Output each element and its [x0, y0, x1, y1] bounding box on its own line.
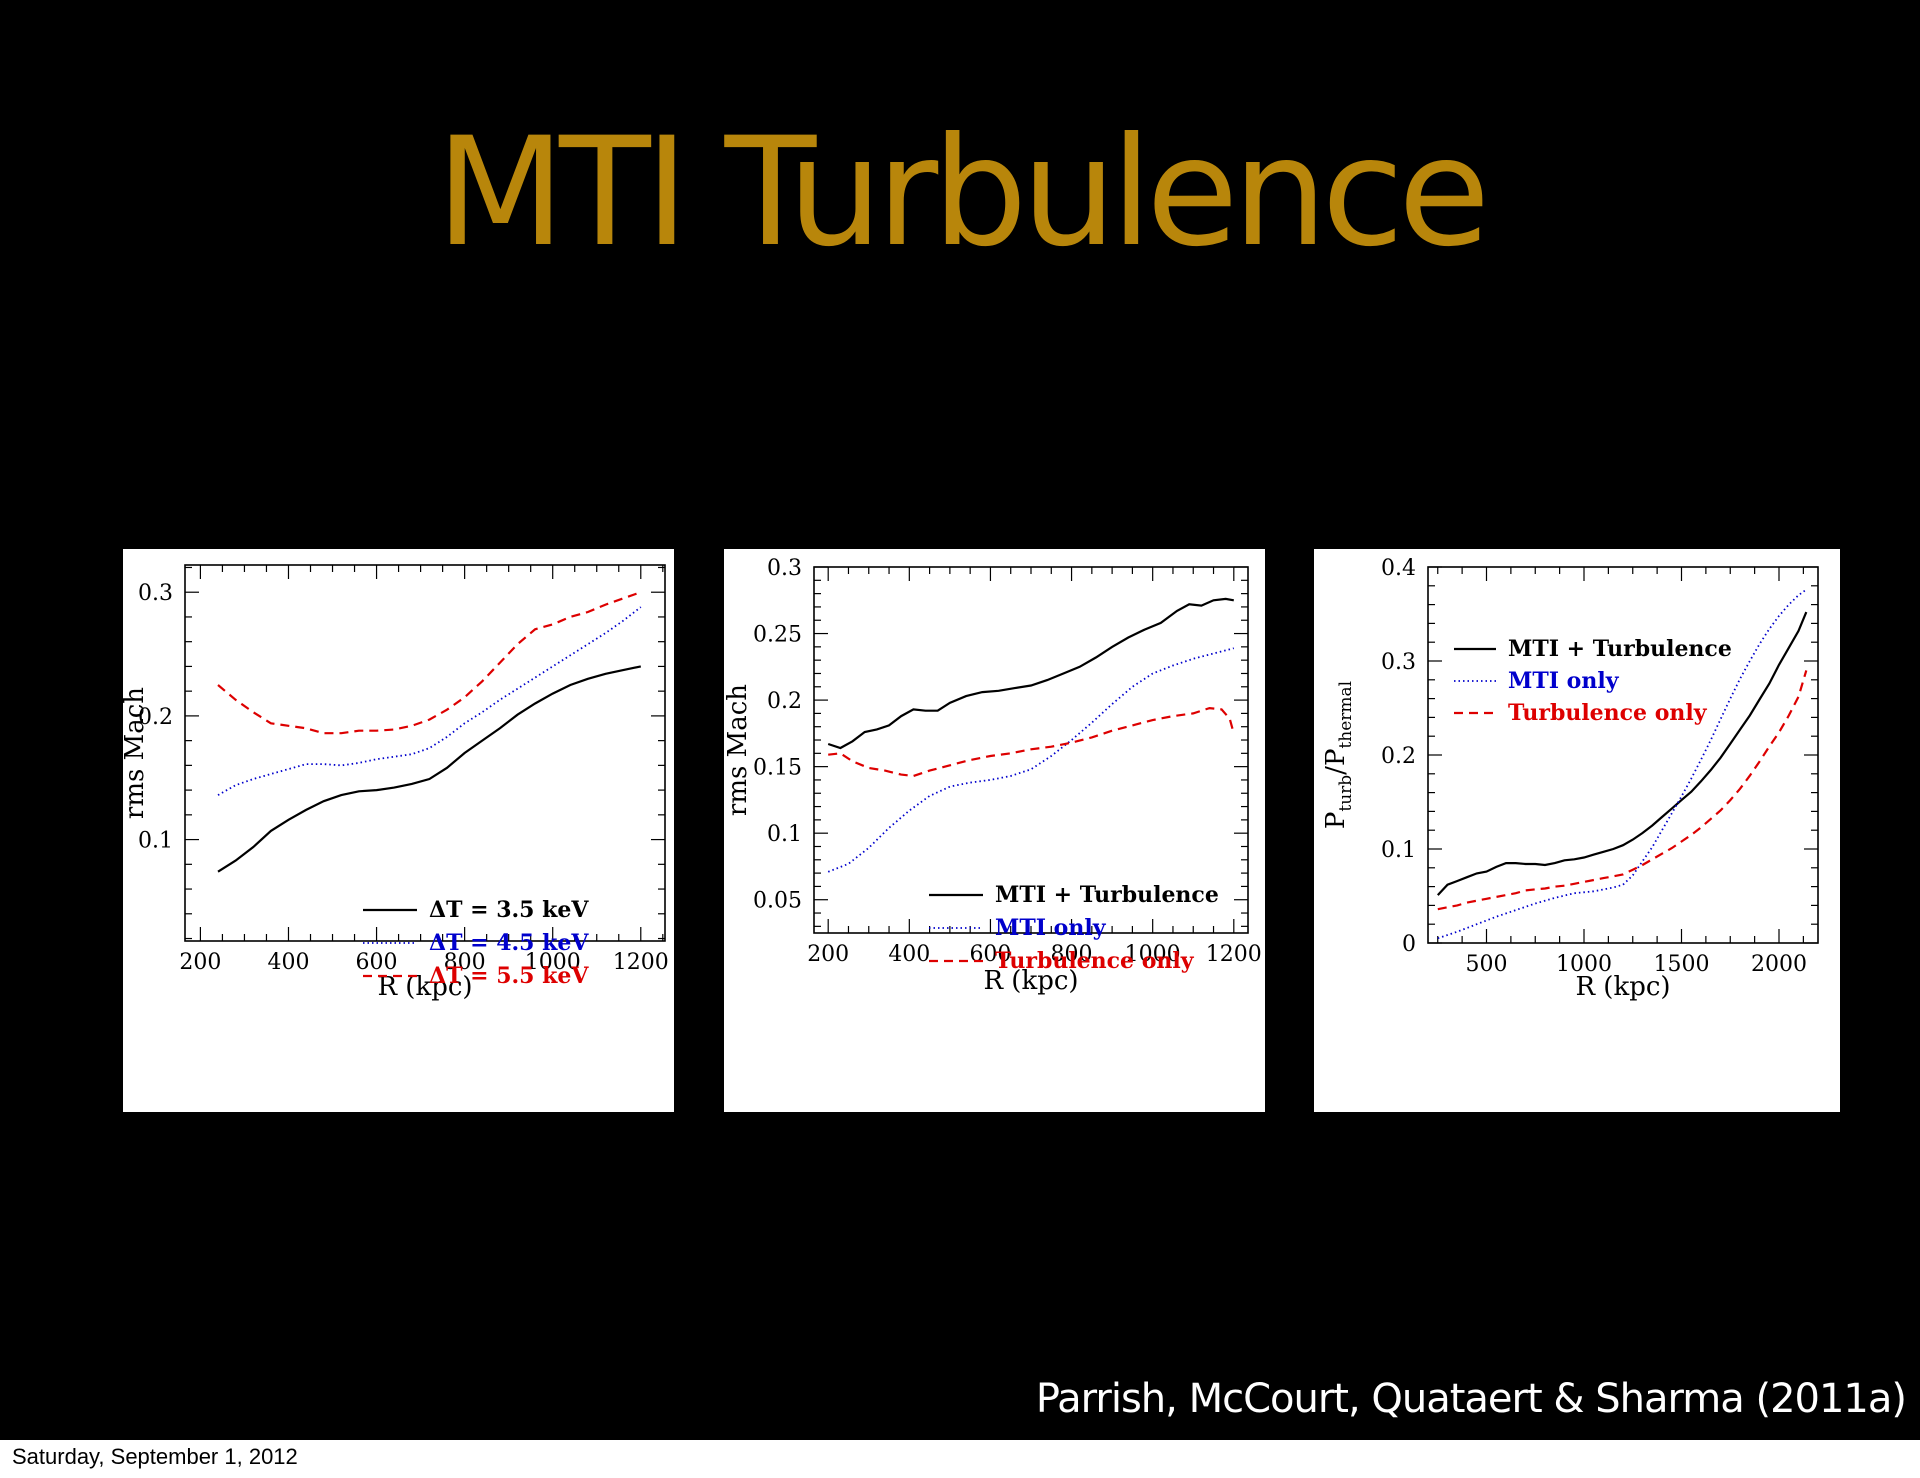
legend-label-1: MTI only: [1508, 668, 1620, 694]
series-line-1: [217, 606, 642, 796]
slide-title: MTI Turbulence: [435, 106, 1491, 280]
x-tick-label: 200: [179, 950, 221, 975]
x-tick-label: 200: [807, 942, 849, 967]
citation-text: Parrish, McCourt, Quataert & Sharma (201…: [1035, 1376, 1907, 1422]
x-tick-label: 1200: [613, 950, 669, 975]
series-line-1: [1437, 588, 1807, 940]
slide-background: MTI Turbulence 200 400 600 800 1000 1200 0.1 0.…: [0, 0, 1920, 1440]
y-tick-label: 0.1: [767, 822, 802, 847]
y-tick-label: 0.3: [767, 556, 802, 581]
x-axis-label: R (kpc): [983, 966, 1078, 996]
y-tick-label: 0.2: [138, 705, 173, 730]
x-tick-label: 800: [444, 950, 486, 975]
footer-date: Saturday, September 1, 2012: [12, 1444, 298, 1469]
series-line-2: [1437, 670, 1808, 911]
plot-frame: [1427, 566, 1819, 944]
series-line-1: [827, 647, 1235, 873]
x-tick-label: 600: [356, 950, 398, 975]
chart-panel-pressure-ratio: 500 1000 1500 2000 0 0.1 0.2 0.3 0.4 R (kpc) Pturb…: [1314, 549, 1840, 1112]
legend-label-1: ΔT = 4.5 keV: [429, 930, 589, 956]
x-tick-label: 400: [888, 942, 930, 967]
x-tick-label: 800: [1051, 942, 1093, 967]
x-tick-label: 600: [969, 942, 1011, 967]
series-line-0: [217, 665, 642, 873]
x-axis-label: R (kpc): [1575, 972, 1670, 1002]
y-axis-label-p1: P: [1321, 812, 1351, 830]
y-tick-label: 0.1: [1381, 838, 1416, 863]
y-tick-label: 0.05: [753, 889, 802, 914]
legend-label-2: Turbulence only: [995, 948, 1195, 974]
x-tick-label: 1000: [525, 950, 581, 975]
legend-label-2: Turbulence only: [1508, 700, 1708, 726]
legend-label-1: MTI only: [995, 915, 1107, 941]
legend-label-0: MTI + Turbulence: [995, 882, 1219, 908]
y-axis-label: rms Mach: [724, 684, 753, 816]
series-line-2: [828, 706, 1235, 778]
y-axis-label-sub2: thermal: [1336, 681, 1356, 749]
y-axis-label: rms Mach: [123, 687, 150, 819]
x-tick-label: 1000: [1125, 942, 1181, 967]
y-tick-label: 0.1: [138, 829, 173, 854]
series-line-2: [217, 591, 642, 735]
legend-label-0: MTI + Turbulence: [1508, 636, 1732, 662]
y-axis-label: Pturb/Pthermal: [1321, 681, 1356, 829]
y-tick-label: 0.3: [138, 581, 173, 606]
x-tick-label: 500: [1466, 952, 1508, 977]
chart-1-svg: 200 400 600 800 1000 1200 0.05 0.1 0.15 0.2 0.25 0.…: [724, 556, 1262, 996]
y-tick-label: 0.3: [1381, 650, 1416, 675]
chart-2-svg: 500 1000 1500 2000 0 0.1 0.2 0.3 0.4 R (kpc) Pturb…: [1321, 556, 1819, 1002]
series-line-0: [1436, 611, 1808, 896]
x-tick-label: 1500: [1654, 952, 1710, 977]
chart-panel-rms-mach-runs: 200 400 600 800 1000 1200 0.05 0.1 0.15 0.2 0.25 0.…: [724, 549, 1265, 1112]
legend-label-2: ΔT = 5.5 keV: [429, 963, 589, 989]
y-tick-label: 0.25: [753, 623, 802, 648]
chart-panel-rms-mach-temperature: 200 400 600 800 1000 1200 0.1 0.2 0.3 R (kpc) rms …: [123, 549, 674, 1112]
x-tick-label: 2000: [1751, 952, 1807, 977]
series-line-0: [827, 597, 1234, 750]
y-axis-label-sub1: turb: [1336, 775, 1356, 812]
y-tick-label: 0: [1402, 932, 1416, 957]
y-tick-label: 0.2: [1381, 744, 1416, 769]
plot-frame: [184, 564, 666, 942]
y-tick-label: 0.2: [767, 689, 802, 714]
y-tick-label: 0.4: [1381, 556, 1416, 581]
y-axis-label-slash: /P: [1321, 749, 1351, 775]
x-tick-label: 1200: [1206, 942, 1262, 967]
x-tick-label: 400: [267, 950, 309, 975]
y-tick-label: 0.15: [753, 756, 802, 781]
x-tick-label: 1000: [1556, 952, 1612, 977]
legend-label-0: ΔT = 3.5 keV: [429, 897, 589, 923]
